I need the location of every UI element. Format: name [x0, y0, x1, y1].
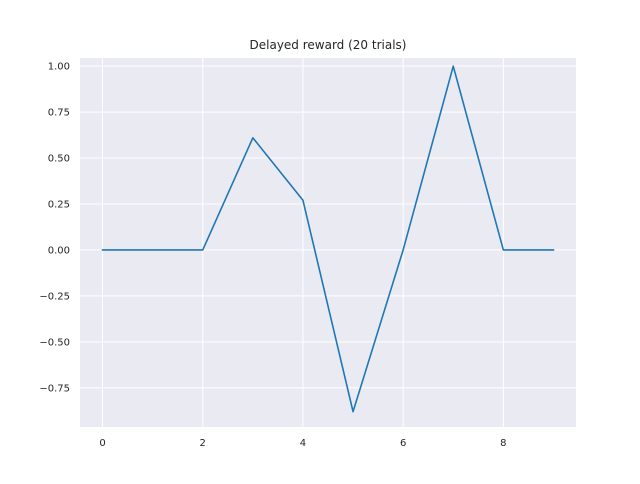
x-tick-label: 2: [200, 438, 206, 449]
chart-title: Delayed reward (20 trials): [250, 38, 407, 52]
series-layer: [101, 65, 555, 413]
y-tick-label: 1.00: [48, 62, 70, 73]
y-tick-label: 0.50: [48, 154, 70, 165]
y-tick-label: −0.50: [39, 337, 70, 348]
plot-area: [80, 58, 576, 427]
y-tick-label: 0.75: [48, 108, 70, 119]
x-axis-ticks: 0 2 4 6 8: [99, 438, 506, 449]
x-tick-label: 8: [500, 438, 506, 449]
series-line-0: [101, 65, 555, 413]
y-axis-ticks: −0.75 −0.50 −0.25 0.00 0.25 0.50 0.75 1.00: [39, 62, 70, 395]
y-tick-label: −0.75: [39, 383, 70, 394]
y-tick-label: 0.25: [48, 199, 70, 210]
x-tick-label: 0: [99, 438, 105, 449]
x-tick-label: 6: [400, 438, 406, 449]
y-tick-label: 0.00: [48, 245, 70, 256]
y-tick-label: −0.25: [39, 291, 70, 302]
x-tick-label: 4: [300, 438, 306, 449]
